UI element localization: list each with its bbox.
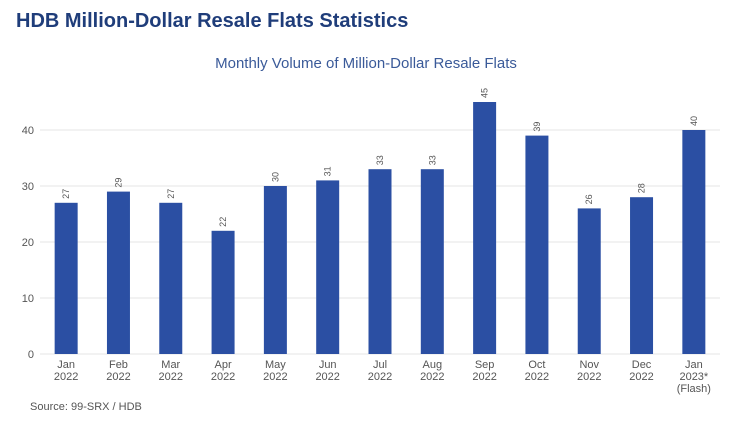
- x-tick-label: 2022: [159, 371, 183, 383]
- bar: [263, 186, 287, 354]
- data-label: 33: [427, 155, 437, 165]
- data-label: 31: [323, 166, 333, 176]
- x-tick-label: Jan: [685, 359, 703, 371]
- x-tick-label: Nov: [579, 359, 599, 371]
- chart-title: Monthly Volume of Million-Dollar Resale …: [215, 55, 517, 72]
- bar: [368, 169, 392, 354]
- x-tick-label: 2022: [577, 371, 601, 383]
- bar: [316, 180, 340, 354]
- x-tick-label: Aug: [423, 359, 443, 371]
- x-tick-label: 2022: [106, 371, 130, 383]
- y-tick-label: 10: [22, 293, 34, 305]
- x-tick-label: 2022: [525, 371, 549, 383]
- bar: [473, 102, 497, 354]
- y-tick-label: 40: [22, 125, 34, 137]
- x-tick-label: 2022: [315, 371, 339, 383]
- data-label: 29: [113, 178, 123, 188]
- source-note: Source: 99-SRX / HDB: [30, 401, 142, 413]
- data-label: 28: [637, 183, 647, 193]
- x-tick-label: Jun: [319, 359, 337, 371]
- x-tick-label: Feb: [109, 359, 128, 371]
- data-label: 30: [270, 172, 280, 182]
- y-tick-label: 30: [22, 181, 34, 193]
- x-axis-ticks: Jan2022Feb2022Mar2022Apr2022May2022Jun20…: [54, 359, 711, 395]
- data-label: 27: [166, 189, 176, 199]
- data-label: 45: [480, 88, 490, 98]
- data-labels: 27 29 27 22 30 31 33 33 45 39 26 28 40: [61, 88, 699, 227]
- x-tick-label: Oct: [528, 359, 545, 371]
- data-label: 39: [532, 122, 542, 132]
- bar: [577, 208, 601, 354]
- x-tick-label: 2022: [629, 371, 653, 383]
- data-label: 40: [689, 116, 699, 126]
- data-label: 27: [61, 189, 71, 199]
- x-tick-label: 2022: [211, 371, 235, 383]
- x-tick-label: 2022: [368, 371, 392, 383]
- bar: [106, 191, 130, 354]
- x-tick-label: Mar: [161, 359, 180, 371]
- x-tick-label: Apr: [215, 359, 232, 371]
- page-title: HDB Million-Dollar Resale Flats Statisti…: [16, 10, 409, 32]
- bar: [420, 169, 444, 354]
- x-tick-label: Jan: [57, 359, 75, 371]
- bar: [211, 230, 235, 354]
- x-tick-label: Dec: [632, 359, 652, 371]
- data-label: 33: [375, 155, 385, 165]
- bars: [54, 102, 706, 354]
- x-tick-label: 2022: [54, 371, 78, 383]
- bar: [630, 197, 654, 354]
- x-tick-label: 2022: [263, 371, 287, 383]
- bar: [525, 135, 549, 354]
- y-tick-label: 20: [22, 237, 34, 249]
- data-label: 26: [584, 194, 594, 204]
- bar: [682, 130, 706, 354]
- x-tick-label: May: [265, 359, 286, 371]
- data-label: 22: [218, 217, 228, 227]
- x-tick-label: Sep: [475, 359, 495, 371]
- x-tick-label: Jul: [373, 359, 387, 371]
- bar: [159, 202, 183, 354]
- y-axis-ticks: 0 10 20 30 40: [22, 125, 34, 361]
- bar: [54, 202, 78, 354]
- x-tick-label: 2022: [472, 371, 496, 383]
- x-tick-label: 2023*: [679, 371, 708, 383]
- x-tick-label: 2022: [420, 371, 444, 383]
- y-tick-label: 0: [28, 349, 34, 361]
- x-tick-label: (Flash): [677, 383, 711, 395]
